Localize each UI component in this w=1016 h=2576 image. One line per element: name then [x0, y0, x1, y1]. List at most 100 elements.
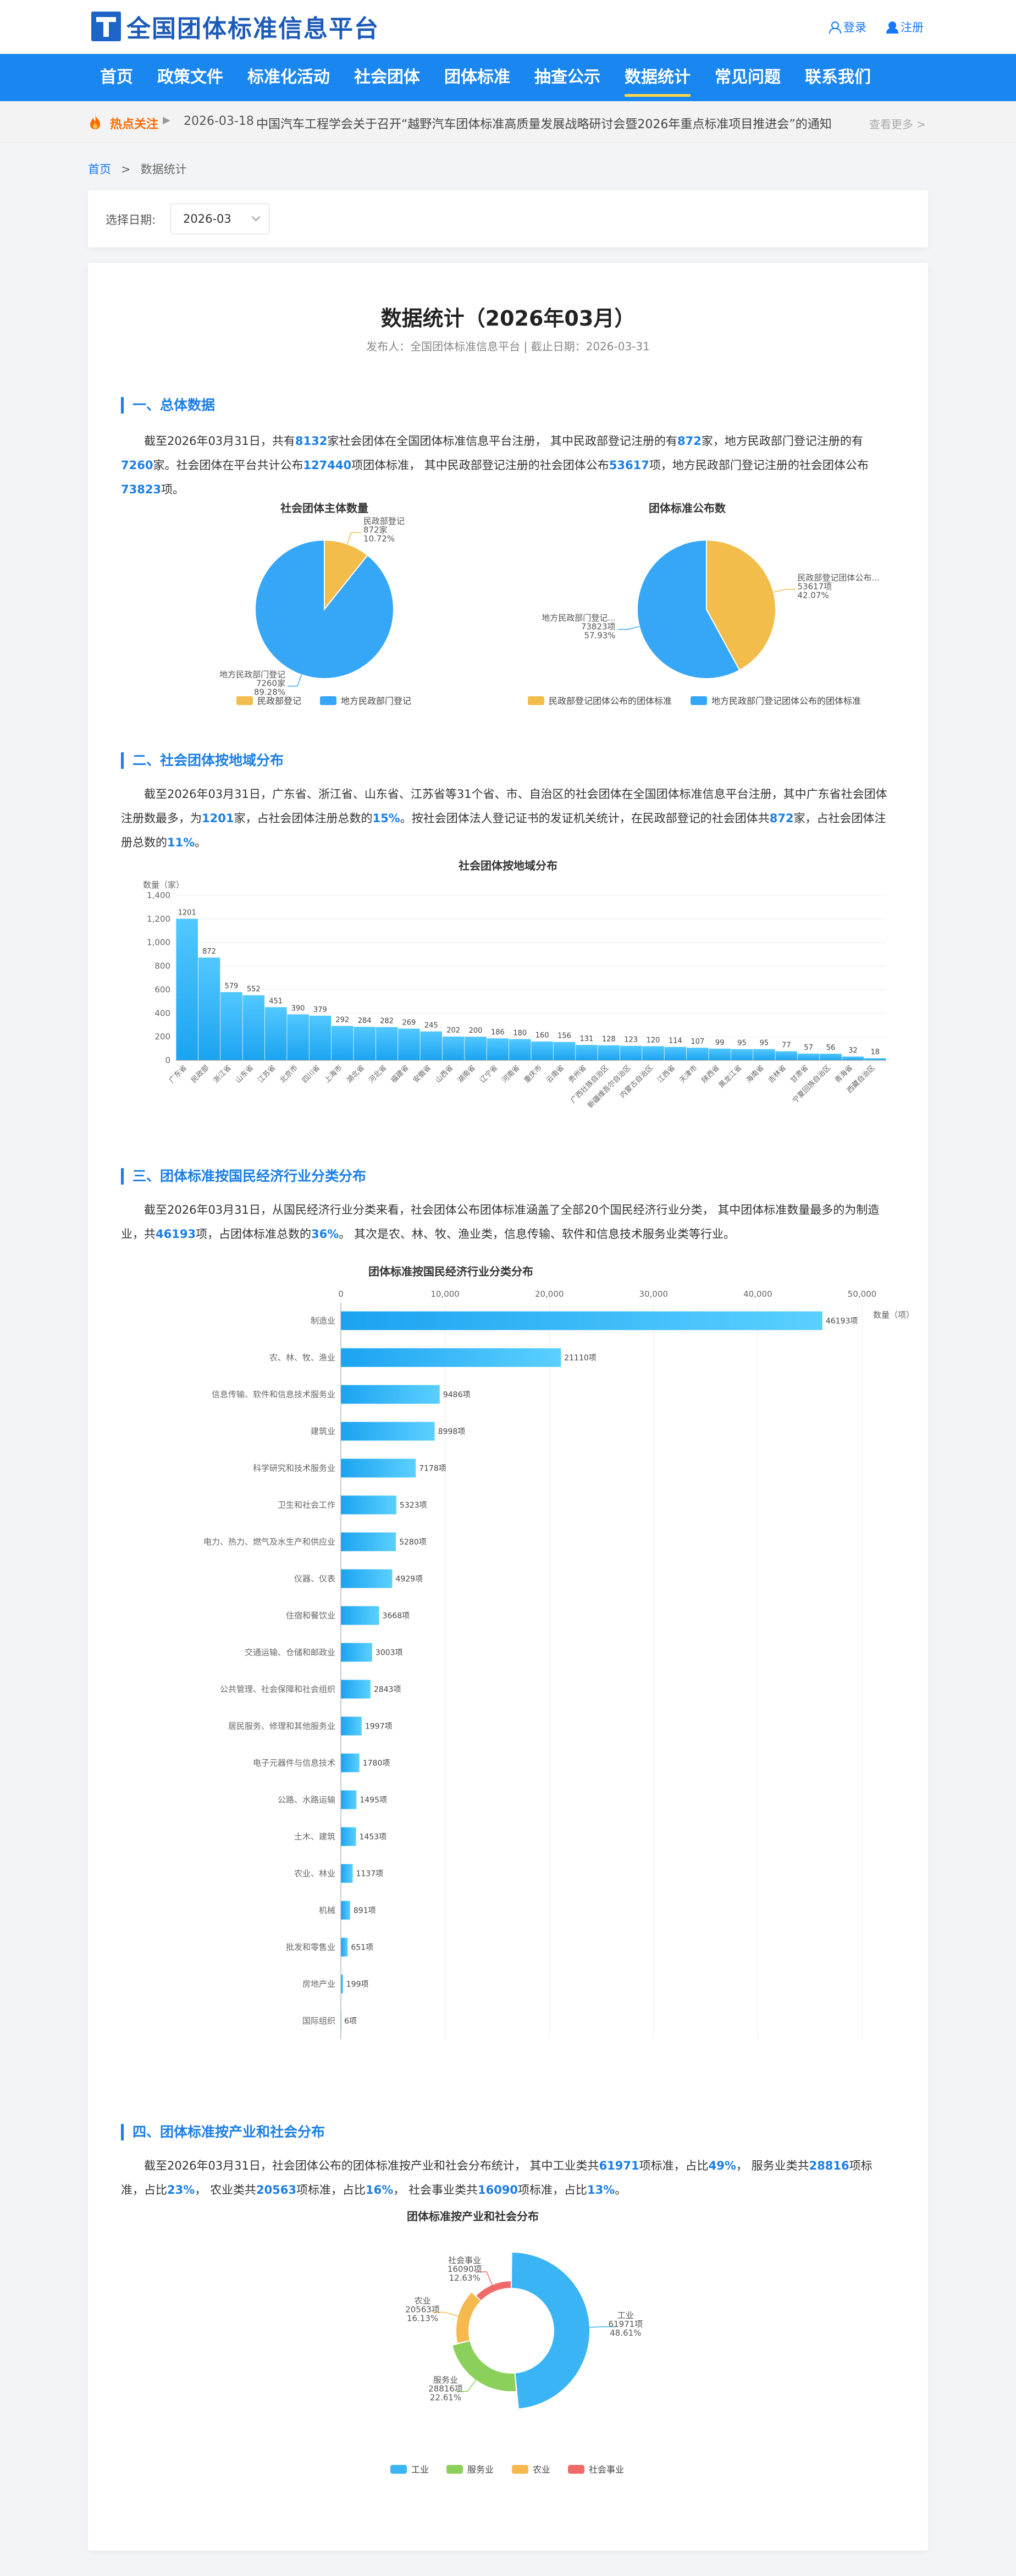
bar-value-label-18: 131: [580, 1035, 594, 1043]
hbar-12: [341, 1753, 360, 1773]
bar-value-label-1: 872: [202, 948, 216, 956]
pie-label-name-0: 民政部登记团体公布...: [797, 573, 879, 583]
pie-label-percent-0: 10.72%: [363, 533, 395, 543]
highlight-number: 872: [769, 812, 794, 825]
bar-26: [753, 1049, 775, 1060]
hot-label: 热点关注: [110, 118, 159, 131]
x-tick-label-0: 广东省: [168, 1064, 189, 1085]
chevron-down-icon: [251, 212, 261, 222]
hbar-value-label-19: 6项: [344, 2017, 357, 2026]
x-tick-label-9: 河北省: [367, 1064, 388, 1085]
breadcrumb: 首页 > 数据统计: [88, 161, 187, 177]
section-title-region: 二、社会团体按地域分布: [121, 752, 284, 769]
hbar-value-label-11: 1997项: [365, 1722, 393, 1731]
hbar-value-label-10: 2843项: [374, 1686, 401, 1694]
highlight-number: 7260: [121, 459, 153, 472]
y-tick-label-11: 居民服务、修理和其他服务业: [228, 1721, 335, 1731]
donut-label-value-2: 20563项: [405, 2304, 440, 2314]
bar-value-label-26: 95: [760, 1039, 769, 1048]
bar-value-label-21: 120: [647, 1036, 660, 1044]
bar-value-label-0: 1201: [178, 909, 196, 917]
highlight-number: 11%: [167, 836, 195, 849]
paragraph-text: 项团体标准， 其中民政部登记注册的社会团体公布: [351, 459, 609, 472]
donut-label-value-1: 28816项: [428, 2384, 463, 2393]
donut-label-percent-2: 16.13%: [407, 2313, 438, 2323]
hbar-13: [341, 1790, 357, 1809]
hbar-7: [341, 1569, 393, 1588]
paragraph-text: 项，地方民政部门登记注册的社会团体公布: [649, 459, 869, 472]
legend-swatch-0: [528, 696, 544, 705]
breadcrumb-home[interactable]: 首页: [88, 163, 111, 176]
paragraph-text: ， 农业类共: [195, 2183, 256, 2197]
site-logo[interactable]: 全国团体标准信息平台: [91, 11, 379, 43]
bar-5: [287, 1014, 309, 1060]
donut-label-name-2: 农业: [415, 2296, 431, 2305]
nav-item-1[interactable]: 政策文件: [157, 68, 223, 87]
login-link[interactable]: 登录: [829, 19, 866, 35]
hbar-value-label-1: 21110项: [564, 1354, 597, 1363]
hbar-value-label-5: 5323项: [400, 1501, 427, 1510]
bar-1: [198, 957, 220, 1060]
paragraph-text: 项标准，占比: [639, 2159, 709, 2172]
register-link[interactable]: 注册: [886, 19, 924, 35]
hot-news-link[interactable]: 中国汽车工程学会关于召开“越野汽车团体标准高质量发展战略研讨会暨2026年重点标…: [256, 118, 832, 131]
x-tick-label-13: 湖南省: [456, 1064, 477, 1085]
bar-8: [354, 1027, 376, 1060]
user-outline-icon: [829, 21, 841, 34]
hbar-11: [341, 1716, 362, 1736]
x-tick-label-28: 甘肃省: [789, 1064, 810, 1085]
view-more-link[interactable]: 查看更多 >: [869, 118, 926, 131]
x-tick-label-15: 河南省: [500, 1064, 522, 1085]
y-tick-label-13: 公路、水路运输: [278, 1795, 335, 1805]
hbar-value-label-0: 46193项: [826, 1317, 858, 1326]
bar-value-label-7: 292: [335, 1016, 349, 1024]
bar-15: [509, 1039, 531, 1060]
highlight-number: 28816: [809, 2159, 849, 2172]
donut-label-name-0: 工业: [617, 2310, 634, 2320]
pie-label-percent-0: 42.07%: [797, 591, 829, 601]
nav-item-3[interactable]: 社会团体: [354, 68, 420, 87]
x-tick-label-22: 江西省: [656, 1064, 677, 1085]
logo-mark-icon: [91, 12, 121, 41]
date-select[interactable]: 2026-03: [170, 203, 269, 234]
bar-value-label-17: 156: [557, 1032, 571, 1041]
nav-item-2[interactable]: 标准化活动: [247, 68, 330, 87]
nav-item-7[interactable]: 常见问题: [715, 68, 781, 87]
donut-label-line-2: [432, 2311, 459, 2316]
nav-item-6[interactable]: 数据统计: [612, 54, 703, 101]
paragraph-text: 项标准，占比: [296, 2183, 366, 2197]
bar-4: [264, 1007, 287, 1060]
date-filter-label: 选择日期:: [106, 213, 156, 227]
bar-10: [398, 1028, 420, 1060]
x-tick-label-0: 0: [338, 1289, 344, 1299]
chart-title-hbar1: 团体标准按国民经济行业分类分布: [368, 1265, 533, 1278]
bar-9: [376, 1027, 398, 1060]
donut-legend-label-3: 社会事业: [589, 2464, 624, 2475]
donut-slice-0: [511, 2253, 590, 2409]
nav-item-5[interactable]: 抽查公示: [534, 68, 600, 87]
legend-label-0: 民政部登记: [257, 696, 301, 706]
x-tick-label-5: 北京市: [278, 1064, 300, 1085]
login-label: 登录: [843, 21, 866, 34]
legend-swatch-1: [320, 696, 336, 705]
nav-item-4[interactable]: 团体标准: [444, 68, 510, 87]
paragraph-text: 项标准，占比: [518, 2183, 588, 2197]
pie-slice-0: [706, 539, 776, 671]
hot-news-date: 2026-03-18: [184, 114, 254, 128]
x-tick-label-1: 民政部: [190, 1064, 211, 1085]
donut-label-line-3: [474, 2271, 493, 2286]
nav-item-8[interactable]: 联系我们: [805, 68, 871, 87]
pie-label-line-1: [288, 674, 302, 687]
bar-value-label-14: 186: [491, 1028, 505, 1037]
bar-24: [709, 1048, 731, 1060]
bar-11: [420, 1031, 443, 1060]
y-tick-label-6: 电力、热力、燃气及水生产和供应业: [203, 1537, 335, 1547]
highlight-number: 49%: [708, 2159, 736, 2172]
donut-slice-2: [456, 2292, 481, 2343]
nav-item-0[interactable]: 首页: [100, 68, 133, 87]
paragraph-text: ， 社会事业类共: [393, 2183, 478, 2197]
donut-label-line-1: [455, 2379, 477, 2392]
y-tick-label-5: 卫生和社会工作: [278, 1500, 335, 1510]
highlight-number: 16%: [366, 2183, 394, 2197]
top-header: 全国团体标准信息平台 登录 注册: [0, 0, 1016, 54]
